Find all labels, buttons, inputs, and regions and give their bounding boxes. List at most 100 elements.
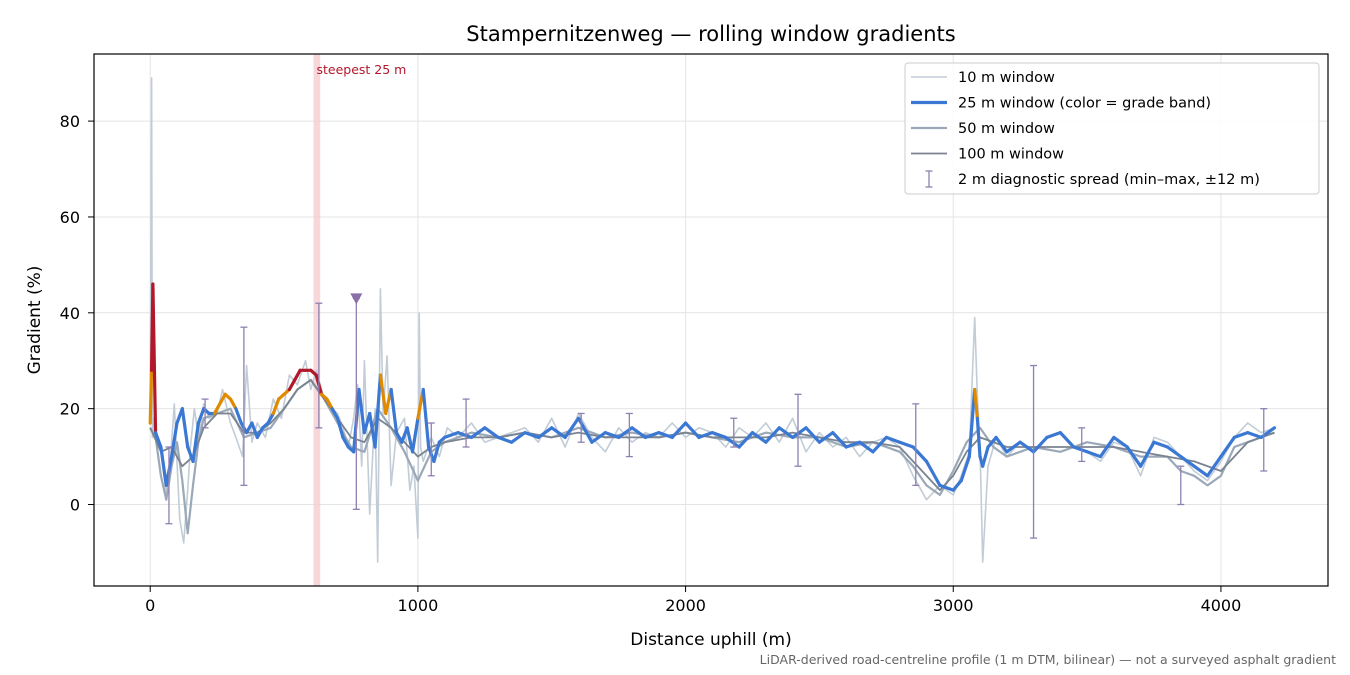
errorbar-1 bbox=[201, 398, 209, 429]
series-1-segment-58 bbox=[456, 431, 474, 440]
series-1-segment-24 bbox=[266, 411, 275, 425]
series-1-segment-57 bbox=[443, 431, 460, 440]
series-1-segment-90 bbox=[884, 435, 902, 444]
series-1-segment-71 bbox=[630, 426, 648, 440]
series-1-segment-122 bbox=[1246, 431, 1263, 440]
y-tick-label-0: 0 bbox=[70, 496, 80, 515]
series-1-segment-36 bbox=[330, 407, 340, 420]
series-1-segment-64 bbox=[536, 426, 554, 440]
series-1-segment-119 bbox=[1205, 454, 1223, 478]
series-1-segment-73 bbox=[657, 431, 674, 440]
series-1-segment-95 bbox=[951, 478, 963, 492]
plot-frame bbox=[93, 53, 1329, 587]
series-1-segment-65 bbox=[550, 426, 567, 440]
series-1-segment-86 bbox=[831, 431, 848, 449]
x-tick-label-3: 3000 bbox=[933, 596, 974, 615]
series-1-segment-78 bbox=[724, 435, 741, 449]
series-1-segment-99 bbox=[975, 416, 982, 459]
legend-label-2: 50 m window bbox=[958, 121, 1055, 137]
series-1-segment-111 bbox=[1098, 435, 1116, 459]
series-1-segment-114 bbox=[1139, 440, 1156, 468]
y-tick-label-3: 60 bbox=[60, 208, 80, 227]
steepest-highlight: steepest 25 m bbox=[313, 54, 406, 586]
series-1-segment-55 bbox=[432, 440, 441, 463]
series-1-segment-59 bbox=[469, 426, 487, 440]
series-1-segment-4 bbox=[159, 445, 168, 487]
series-1-segment-113 bbox=[1125, 445, 1143, 468]
series-1-segment-17 bbox=[228, 397, 238, 411]
series-1-segment-77 bbox=[710, 431, 728, 440]
series-1-segment-11 bbox=[196, 407, 206, 425]
series-1-segment-63 bbox=[523, 431, 540, 440]
x-axis-label: Distance uphill (m) bbox=[630, 630, 791, 650]
series-1-segment-102 bbox=[986, 435, 998, 449]
series-1-segment-96 bbox=[959, 454, 971, 483]
series-1-segment-97 bbox=[967, 387, 977, 459]
errorbar-7 bbox=[577, 412, 585, 443]
series-1-segment-51 bbox=[410, 416, 420, 454]
errorbar-0 bbox=[165, 446, 173, 525]
series-1-segment-101 bbox=[981, 445, 990, 468]
series-1-segment-110 bbox=[1085, 450, 1103, 459]
series-1-segment-37 bbox=[335, 416, 345, 440]
series-1 bbox=[148, 282, 1277, 492]
max-marker bbox=[350, 293, 363, 305]
series-1-segment-10 bbox=[191, 421, 200, 463]
errorbar-9 bbox=[730, 417, 738, 448]
series-1-segment-61 bbox=[496, 435, 514, 444]
series-1-segment-79 bbox=[737, 431, 755, 449]
series-1-segment-89 bbox=[871, 435, 888, 454]
series-1-segment-0 bbox=[148, 368, 154, 425]
series-1-segment-41 bbox=[357, 387, 366, 435]
series-1-segment-121 bbox=[1232, 431, 1250, 440]
series-1-segment-88 bbox=[857, 440, 875, 454]
series-1-segment-3 bbox=[153, 431, 163, 449]
legend-entry-2: 50 m window bbox=[911, 121, 1055, 137]
series-1-segment-103 bbox=[994, 435, 1009, 454]
errorbar-3 bbox=[315, 302, 323, 429]
x-tick-label-0: 0 bbox=[145, 596, 155, 615]
series-1-segment-93 bbox=[924, 459, 942, 487]
series-1-segment-18 bbox=[234, 407, 243, 425]
errorbar-2 bbox=[240, 326, 248, 487]
series-1-segment-21 bbox=[250, 421, 259, 440]
series-1-segment-66 bbox=[563, 416, 581, 440]
series-1-segment-120 bbox=[1219, 435, 1236, 459]
legend-label-3: 100 m window bbox=[958, 147, 1064, 163]
series-1-segment-75 bbox=[683, 421, 701, 440]
series-1-segment-115 bbox=[1152, 440, 1169, 449]
series-1-segment-74 bbox=[670, 421, 688, 440]
series-1-segment-35 bbox=[325, 397, 334, 411]
series-1-segment-107 bbox=[1045, 431, 1062, 440]
errorbar-14 bbox=[1177, 465, 1185, 506]
series-1-segment-25 bbox=[271, 397, 281, 416]
series-1-segment-72 bbox=[643, 431, 661, 440]
series-1-segment-14 bbox=[212, 402, 222, 416]
steepest-label: steepest 25 m bbox=[316, 62, 406, 77]
errorbars bbox=[165, 293, 1268, 539]
x-tick-label-4: 4000 bbox=[1201, 596, 1242, 615]
series-1-segment-109 bbox=[1072, 445, 1089, 454]
series-1-segment-117 bbox=[1179, 454, 1196, 468]
series-1-segment-47 bbox=[389, 387, 399, 435]
series-1-segment-80 bbox=[750, 431, 768, 444]
chart-title: Stampernitzenweg — rolling window gradie… bbox=[466, 22, 955, 46]
footnote: LiDAR-derived road-centreline profile (1… bbox=[760, 652, 1336, 667]
series-1-segment-22 bbox=[255, 426, 265, 440]
series-1-segment-118 bbox=[1192, 464, 1210, 478]
errorbar-10 bbox=[794, 393, 802, 467]
series-1-segment-44 bbox=[373, 373, 383, 449]
series-1-segment-91 bbox=[898, 440, 915, 449]
legend-box bbox=[904, 62, 1320, 195]
series-1-segment-28 bbox=[287, 378, 297, 392]
ticks: 0 1000 2000 3000 4000 0 20 40 60 80 bbox=[60, 112, 1242, 615]
series-1-segment-45 bbox=[378, 373, 388, 416]
series-1-segment-82 bbox=[777, 426, 795, 440]
legend-label-0: 10 m window bbox=[958, 70, 1055, 86]
series-1-segment-98 bbox=[973, 387, 979, 420]
errorbar-12 bbox=[1030, 364, 1038, 539]
legend: 10 m window 25 m window (color = grade ba… bbox=[904, 62, 1320, 195]
x-tick-label-1: 1000 bbox=[398, 596, 439, 615]
